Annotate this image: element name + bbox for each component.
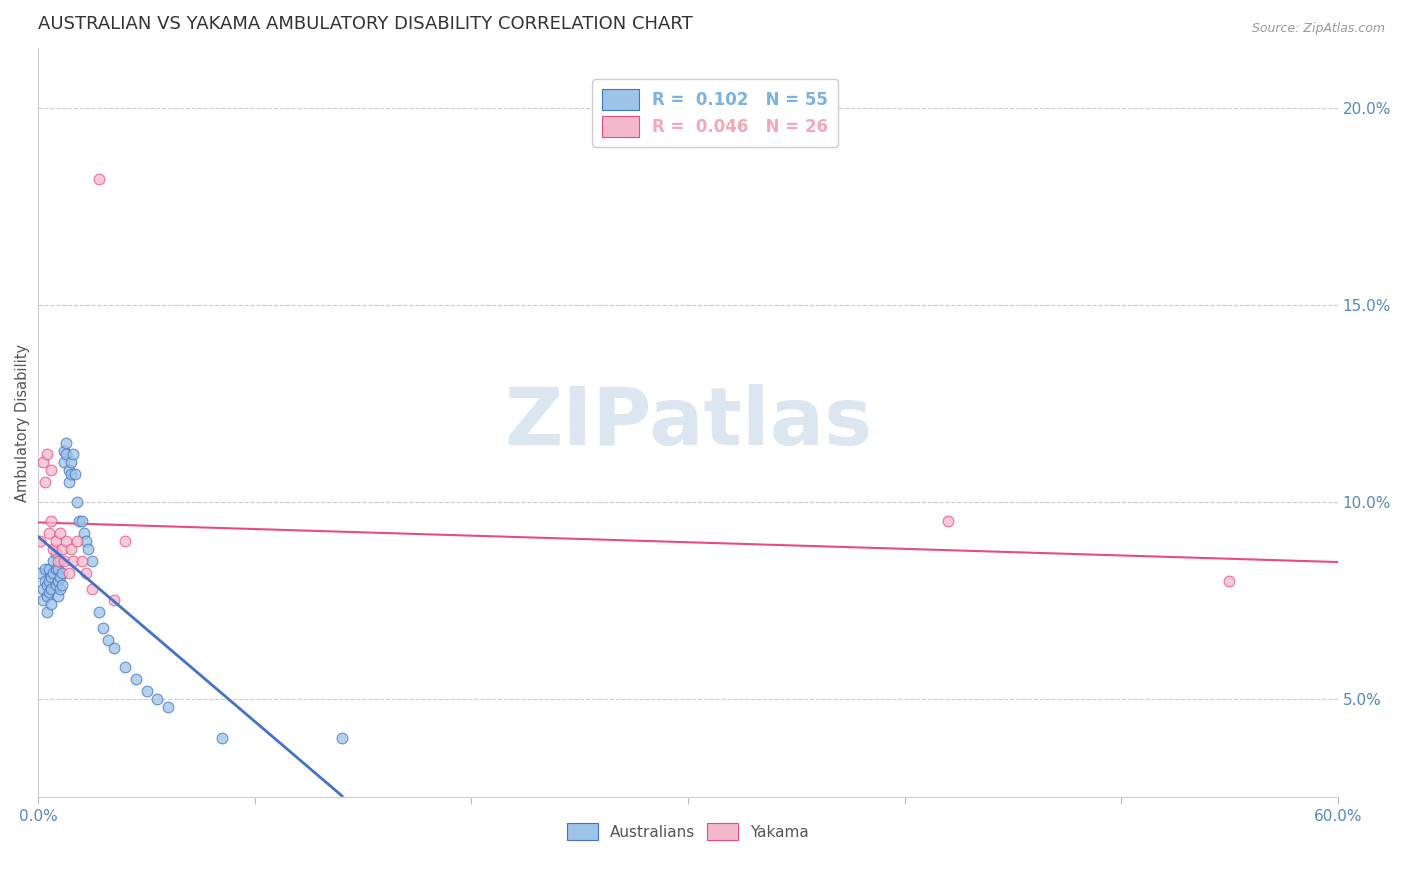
Point — [35, 605, 58, 619]
Point — [62, 448, 84, 462]
Point — [87, 605, 110, 619]
Point — [45, 534, 67, 549]
Point — [70, 515, 93, 529]
Point — [1218, 574, 1240, 588]
Point — [97, 632, 120, 647]
Point — [31, 455, 53, 469]
Point — [49, 570, 72, 584]
Point — [49, 582, 72, 596]
Point — [42, 566, 65, 580]
Point — [936, 515, 959, 529]
Point — [114, 534, 136, 549]
Point — [77, 542, 100, 557]
Point — [46, 554, 69, 568]
Point — [34, 574, 56, 588]
Point — [45, 577, 67, 591]
Point — [58, 566, 80, 580]
Point — [53, 554, 76, 568]
Point — [66, 495, 89, 509]
Point — [125, 672, 148, 686]
Text: AUSTRALIAN VS YAKAMA AMBULATORY DISABILITY CORRELATION CHART: AUSTRALIAN VS YAKAMA AMBULATORY DISABILI… — [38, 15, 693, 33]
Point — [53, 443, 76, 458]
Legend: Australians, Yakama: Australians, Yakama — [561, 817, 815, 846]
Point — [63, 467, 86, 482]
Point — [35, 590, 58, 604]
Point — [66, 534, 89, 549]
Point — [45, 546, 67, 560]
Point — [73, 526, 96, 541]
Point — [62, 554, 84, 568]
Point — [38, 585, 60, 599]
Text: Source: ZipAtlas.com: Source: ZipAtlas.com — [1251, 22, 1385, 36]
Point — [69, 515, 91, 529]
Point — [31, 593, 53, 607]
Point — [58, 463, 80, 477]
Point — [42, 542, 65, 557]
Point — [59, 542, 82, 557]
Point — [49, 526, 72, 541]
Y-axis label: Ambulatory Disability: Ambulatory Disability — [15, 344, 30, 502]
Point — [34, 475, 56, 489]
Point — [45, 562, 67, 576]
Point — [157, 699, 180, 714]
Point — [114, 660, 136, 674]
Point — [91, 621, 114, 635]
Point — [46, 562, 69, 576]
Point — [75, 534, 97, 549]
Point — [87, 171, 110, 186]
Point — [38, 562, 60, 576]
Point — [135, 684, 157, 698]
Point — [41, 463, 63, 477]
Point — [70, 554, 93, 568]
Point — [103, 640, 125, 655]
Point — [49, 554, 72, 568]
Point — [38, 526, 60, 541]
Point — [46, 590, 69, 604]
Point — [82, 554, 104, 568]
Point — [59, 455, 82, 469]
Point — [41, 570, 63, 584]
Text: ZIPatlas: ZIPatlas — [503, 384, 872, 462]
Point — [38, 574, 60, 588]
Point — [59, 467, 82, 482]
Point — [55, 534, 77, 549]
Point — [31, 582, 53, 596]
Point — [330, 731, 353, 746]
Point — [82, 582, 104, 596]
Point — [46, 574, 69, 588]
Point — [53, 455, 76, 469]
Point — [55, 448, 77, 462]
Point — [51, 577, 73, 591]
Point — [30, 534, 52, 549]
Point — [41, 515, 63, 529]
Point — [30, 566, 52, 580]
Point — [35, 448, 58, 462]
Point — [103, 593, 125, 607]
Point — [146, 692, 169, 706]
Point — [55, 435, 77, 450]
Point — [41, 582, 63, 596]
Point — [42, 554, 65, 568]
Point — [34, 562, 56, 576]
Point — [58, 475, 80, 489]
Point — [35, 577, 58, 591]
Point — [51, 566, 73, 580]
Point — [75, 566, 97, 580]
Point — [51, 542, 73, 557]
Point — [211, 731, 233, 746]
Point — [41, 597, 63, 611]
